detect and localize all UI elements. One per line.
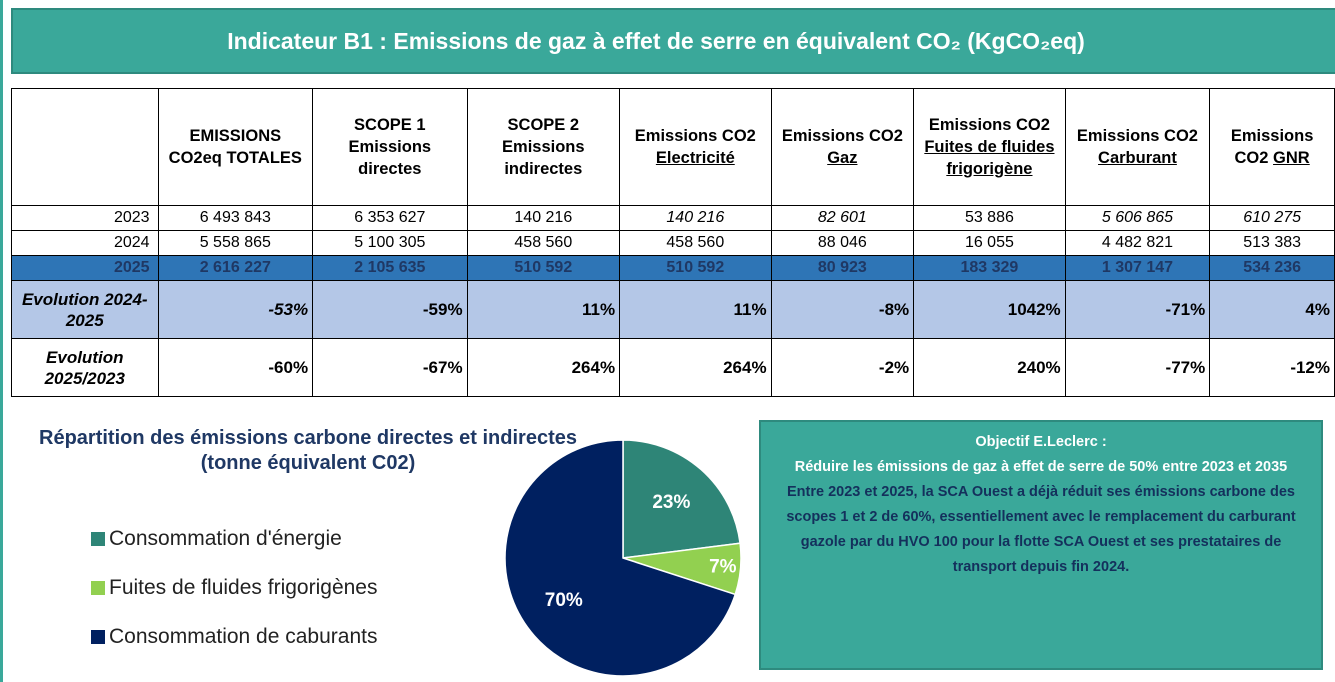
row-label: Evolution 2024-2025 (11, 280, 159, 339)
corner-cell (11, 88, 159, 206)
table-cell: 5 558 865 (157, 230, 314, 256)
table-cell: 16 055 (913, 230, 1066, 256)
table-cell: -12% (1209, 338, 1335, 397)
column-header: SCOPE 2 Emissions indirectes (466, 88, 621, 206)
table-cell: 82 601 (770, 205, 915, 231)
table-cell: 510 592 (466, 255, 621, 281)
chart-title: Répartition des émissions carbone direct… (39, 427, 577, 474)
slice-label: 7% (709, 556, 737, 577)
objective-text: Entre 2023 et 2025, la SCA Ouest a déjà … (786, 484, 1296, 575)
header-text: Emissions CO2 (1230, 127, 1314, 167)
header-underlined: Fuites de fluides frigorigène (924, 138, 1055, 178)
table-cell: 1042% (913, 280, 1066, 339)
column-header: Emissions CO2 GNR (1209, 88, 1335, 206)
row-label: Evolution 2025/2023 (11, 338, 159, 397)
column-header: Emissions CO2 Gaz (770, 88, 915, 206)
table-cell: 458 560 (466, 230, 621, 256)
table-cell: 6 353 627 (312, 205, 468, 231)
table-cell: 2 105 635 (312, 255, 468, 281)
table-cell: 534 236 (1209, 255, 1335, 281)
table-cell: -53% (157, 280, 314, 339)
column-header: EMISSIONS CO2eq TOTALES (157, 88, 314, 206)
table-row: Evolution 2024-2025 -53% -59% 11% 11% -8% 1042… (11, 280, 1335, 339)
column-header: Emissions CO2 Electricité (619, 88, 772, 206)
table-cell: 53 886 (913, 205, 1066, 231)
header-text: SCOPE 1 Emissions directes (348, 116, 432, 178)
table-cell: 88 046 (770, 230, 915, 256)
table-cell: 513 383 (1209, 230, 1335, 256)
objective-box: Objectif E.Leclerc : Réduire les émissio… (759, 420, 1323, 670)
header-underlined: Electricité (655, 149, 735, 167)
table-cell: 264% (619, 338, 772, 397)
table-cell: -2% (770, 338, 915, 397)
legend-swatch (91, 630, 105, 644)
header-text: SCOPE 2 Emissions indirectes (502, 116, 585, 178)
table-cell: -77% (1064, 338, 1211, 397)
legend-label: Consommation de caburants (109, 625, 378, 648)
column-header: Emissions CO2 Carburant (1064, 88, 1211, 206)
legend-item: Consommation de caburants (91, 625, 377, 649)
table-cell: -71% (1064, 280, 1211, 339)
table-cell: 5 100 305 (312, 230, 468, 256)
table-cell: 4% (1209, 280, 1335, 339)
objective-goal: Réduire les émissions de gaz à effet de … (794, 459, 1288, 475)
table-cell: 240% (913, 338, 1066, 397)
table-cell: -60% (157, 338, 314, 397)
legend-label: Fuites de fluides frigorigènes (109, 576, 378, 599)
pie-slice (504, 439, 737, 677)
table-cell: 1 307 147 (1064, 255, 1211, 281)
table-cell: 458 560 (619, 230, 772, 256)
table-cell: 80 923 (770, 255, 915, 281)
legend-swatch (91, 532, 105, 546)
table-cell: 610 275 (1209, 205, 1335, 231)
slice-label: 23% (652, 492, 690, 513)
table-cell: 140 216 (466, 205, 621, 231)
table-row: Evolution 2025/2023 -60% -67% 264% 264% -2% 24… (11, 338, 1335, 397)
header-text: Emissions CO2 (781, 127, 903, 145)
table-row: 2024 5 558 865 5 100 305 458 560 458 560 88 0… (11, 230, 1335, 256)
header-row: EMISSIONS CO2eq TOTALES SCOPE 1 Emissions… (11, 88, 1335, 206)
table-row: 2025 2 616 227 2 105 635 510 592 510 592 80 9… (11, 255, 1335, 281)
table-cell: 11% (466, 280, 621, 339)
header-text: Emissions CO2 (928, 116, 1050, 134)
pie-chart: 23% 7% 70% (504, 439, 742, 677)
legend-item: Consommation d'énergie (91, 527, 342, 551)
legend-item: Fuites de fluides frigorigènes (91, 576, 377, 600)
objective-title: Objectif E.Leclerc : (975, 434, 1107, 450)
table-cell: 183 329 (913, 255, 1066, 281)
column-header: SCOPE 1 Emissions directes (312, 88, 468, 206)
table-cell: -67% (312, 338, 468, 397)
row-label: 2025 (11, 255, 159, 281)
table-cell: 510 592 (619, 255, 772, 281)
header-title: Indicateur B1 : Emissions de gaz à effet… (11, 8, 1335, 74)
header-text: Emissions CO2 (1076, 127, 1198, 145)
header-underlined: Gaz (827, 149, 858, 167)
header-text: EMISSIONS CO2eq TOTALES (168, 127, 302, 167)
table-cell: 2 616 227 (157, 255, 314, 281)
row-label: 2024 (11, 230, 159, 256)
table-cell: 264% (466, 338, 621, 397)
row-label: 2023 (11, 205, 159, 231)
table-cell: -59% (312, 280, 468, 339)
header-underlined: GNR (1273, 149, 1310, 167)
legend-swatch (91, 581, 105, 595)
header-underlined: Carburant (1098, 149, 1177, 167)
slice-label: 70% (545, 590, 583, 611)
pie-slice (622, 439, 741, 559)
table-row: 2023 6 493 843 6 353 627 140 216 140 216 82 6… (11, 205, 1335, 231)
column-header: Emissions CO2 Fuites de fluides frigorig… (913, 88, 1066, 206)
table: EMISSIONS CO2eq TOTALES SCOPE 1 Emissions… (11, 88, 1335, 397)
table-cell: 140 216 (619, 205, 772, 231)
legend-label: Consommation d'énergie (109, 527, 342, 550)
table-cell: 5 606 865 (1064, 205, 1211, 231)
table-cell: 4 482 821 (1064, 230, 1211, 256)
table-cell: 11% (619, 280, 772, 339)
table-cell: 6 493 843 (157, 205, 314, 231)
header-text: Emissions CO2 (634, 127, 756, 145)
table-cell: -8% (770, 280, 915, 339)
